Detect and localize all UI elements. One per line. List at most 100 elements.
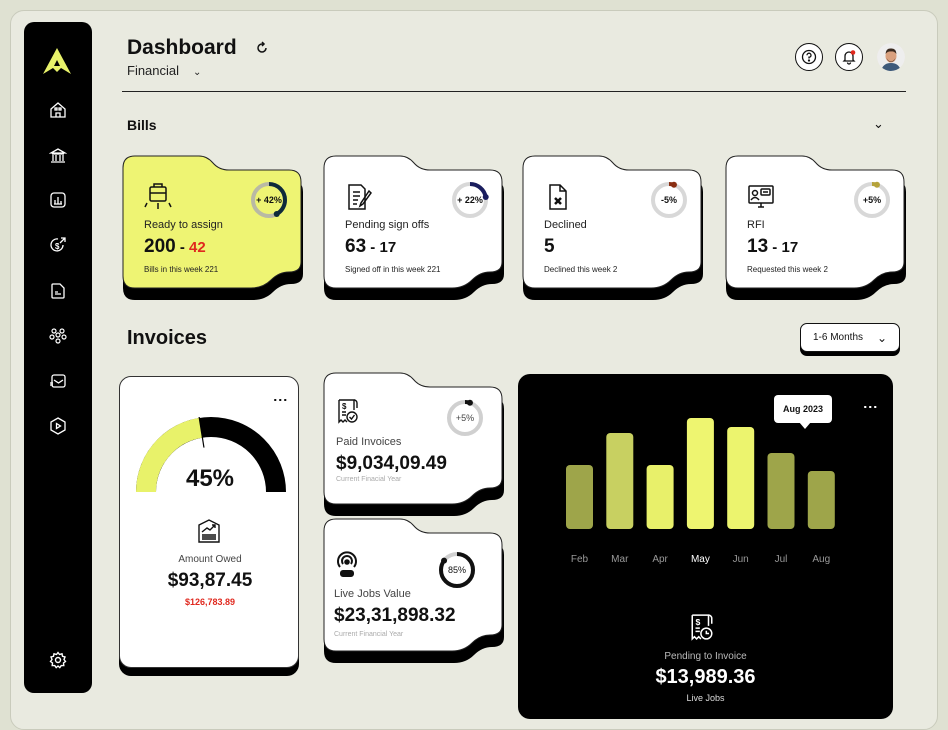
invoices-heading: Invoices [127,327,208,349]
card-label: Ready to assign [144,219,223,231]
bill-card[interactable]: +5% RFI 13 - 17 Requested this week 2 [725,155,906,300]
bill-card[interactable]: + 42% Ready to assign 200 - 42 Bills in … [122,155,303,300]
bill-card[interactable]: + 22% Pending sign offs 63 - 17 Signed o… [323,155,504,300]
bills-heading: Bills [127,117,157,133]
card-sub: Declined this week 2 [544,265,618,274]
ring-label: + 42% [256,195,282,205]
logo [43,48,71,79]
monthly-chart-card: ⋮ Aug 2023 Feb Mar Apr May Jun Jul Aug $ Pendi… [518,374,893,719]
card-value: 5 [544,236,555,257]
owed-value: $93,87.45 [167,570,253,591]
chevron-down-icon: ⌄ [876,330,887,345]
paid-invoices-card: $ +5% Paid Invoices $9,034,09.49 Current… [323,372,504,516]
x-tick-label: Aug [812,554,831,565]
x-tick-label: Mar [611,554,629,565]
pending-value: $13,989.36 [655,666,756,688]
dollar-icon[interactable]: $ [48,235,68,255]
document-icon[interactable] [48,281,68,301]
bar-jun[interactable] [727,427,755,529]
bell-icon [842,50,856,65]
ring-label: -5% [660,195,677,205]
paid-progress-ring: +5% [445,398,485,438]
card-value: 63 [345,236,367,257]
bill-card[interactable]: -5% Declined 5 Declined this week 2 [522,155,703,300]
bar-mar[interactable] [606,433,634,529]
live-label: Live Jobs Value [334,588,411,600]
receipt-check-icon: $ [336,398,360,429]
bills-collapse-chevron-icon[interactable]: ⌄ [873,116,884,131]
live-jobs-card: 85% Live Jobs Value $23,31,898.32 Curren… [323,518,504,663]
bar-jul[interactable] [767,453,795,529]
card-value-secondary: 17 [781,239,799,256]
refresh-icon[interactable] [255,41,269,60]
briefcase-distribute-icon [144,183,172,211]
monthly-bar-chart [566,418,835,529]
ring-label: + 22% [457,195,483,205]
paid-value: $9,034,09.49 [336,453,447,474]
house-chart-icon [197,519,221,548]
document-sign-icon [345,183,373,211]
card-label: RFI [747,219,765,231]
progress-ring: -5% [649,180,689,220]
svg-text:$: $ [55,242,60,251]
pending-label: Pending to Invoice [664,651,747,662]
x-tick-label: May [690,554,710,565]
progress-ring: + 42% [249,180,289,220]
avatar[interactable] [877,43,905,71]
card-value: 200 [144,236,176,257]
bar-aug[interactable] [807,471,835,529]
team-icon[interactable] [48,326,68,346]
dashboard-type-value: Financial [127,63,180,78]
chevron-down-icon: ⌄ [193,67,202,78]
broadcast-icon [335,550,359,583]
card-value-secondary: 42 [189,239,206,256]
paid-period: Current Finacial Year [336,476,402,483]
paid-ring-label: +5% [455,413,475,423]
receipt-clock-icon: $ [689,612,715,647]
bar-apr[interactable] [646,465,674,529]
live-jobs-progress-ring: 85% [437,550,477,590]
card-label: Pending sign offs [345,219,430,231]
card-value: 13 [747,236,769,257]
mail-icon[interactable] [48,371,68,391]
owed-total: $126,783.89 [184,597,236,607]
paid-label: Paid Invoices [336,436,402,448]
pending-sub: Live Jobs [686,693,725,703]
svg-text:$: $ [342,402,347,411]
x-tick-label: Apr [652,554,668,565]
x-tick-label: Feb [570,554,589,565]
owed-percent: 45% [185,465,235,492]
gauge-needle [198,417,205,448]
notifications-button[interactable] [835,43,863,71]
card-value-secondary: 17 [379,239,397,256]
chart-tooltip-text: Aug 2023 [782,404,824,414]
more-options-icon[interactable]: ⋮ [273,393,289,405]
date-range-dropdown[interactable]: 1-6 Months ⌄ [800,323,900,352]
amount-owed-card: ⋮ 45% Amount Owed $93,87.45 $126,783.89 [119,376,299,668]
date-range-value: 1-6 Months [813,332,864,343]
tooltip-pointer [799,422,811,429]
chart-tooltip: Aug 2023 [774,395,832,423]
dashboard-type-select[interactable]: Financial ⌄ [127,63,201,78]
bar-may[interactable] [686,418,714,529]
home-icon[interactable] [48,100,68,120]
help-icon [801,49,817,65]
owed-label: Amount Owed [178,554,242,565]
card-sub: Signed off in this week 221 [345,265,441,274]
owed-gauge [136,417,286,493]
chart-icon[interactable] [48,190,68,210]
play-icon[interactable] [48,416,68,436]
help-button[interactable] [795,43,823,71]
ring-label: +5% [862,195,882,205]
gear-icon[interactable] [48,650,68,670]
sidebar: $ [24,22,92,693]
divider [122,91,906,92]
card-sub: Requested this week 2 [747,265,828,274]
live-ring-label: 85% [447,565,466,575]
bar-feb[interactable] [566,465,593,529]
live-period: Current Financial Year [334,631,404,638]
live-value: $23,31,898.32 [334,605,456,626]
x-tick-label: Jun [732,554,749,565]
bank-icon[interactable] [48,146,68,166]
card-label: Declined [544,219,587,231]
